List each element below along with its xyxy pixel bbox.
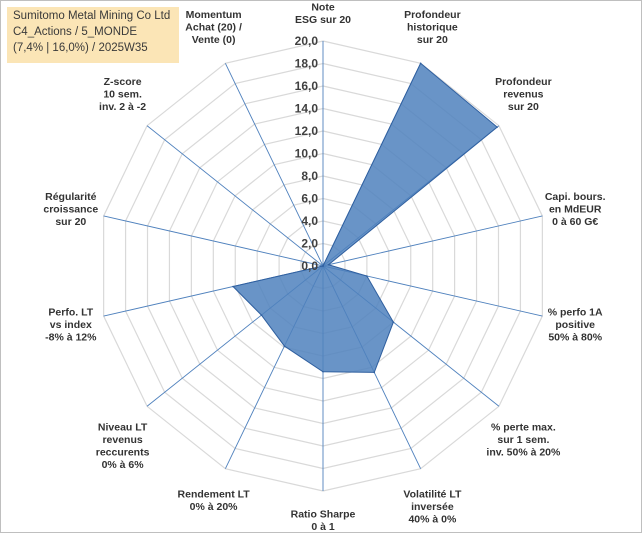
chart-title-line-3: (7,4% | 16,0%) / 2025W35	[13, 42, 148, 54]
tick-label: 0,0	[301, 259, 318, 273]
chart-title-line-1: Sumitomo Metal Mining Co Ltd	[13, 10, 171, 22]
axis-spoke	[224, 63, 324, 267]
axis-label: % perte max. sur 1 sem. inv. 50% à 20%	[486, 421, 561, 458]
axis-label: Capi. bours. en MdEUR 0 à 60 G€	[545, 191, 606, 228]
chart-title-box: Sumitomo Metal Mining Co Ltd C4_Actions …	[7, 7, 179, 63]
axis-label: Niveau LT revenus reccurents 0% à 6%	[96, 421, 150, 471]
axis-spoke	[322, 215, 543, 267]
axis-label: Rendement LT 0% à 20%	[178, 489, 251, 514]
tick-label: 16,0	[295, 79, 319, 93]
data-point	[392, 321, 395, 323]
data-point	[327, 263, 330, 266]
data-point	[366, 275, 368, 277]
tick-label: 2,0	[301, 237, 318, 251]
axis-label: Profondeur historique sur 20	[404, 9, 461, 46]
tick-label: 12,0	[295, 124, 319, 138]
axis-spoke	[103, 215, 324, 267]
axis-label: Note ESG sur 20	[295, 2, 351, 27]
data-point	[232, 285, 234, 288]
axis-label: Profondeur revenus sur 20	[495, 76, 552, 113]
data-point	[283, 345, 286, 347]
axis-spoke	[146, 125, 324, 267]
axis-label: Momentum Achat (20) / Vente (0)	[185, 9, 242, 46]
data-point	[373, 371, 376, 374]
axis-label: Volatilité LT inversée 40% à 0%	[403, 489, 462, 526]
tick-label: 4,0	[301, 214, 318, 228]
axis-label: % perfo 1A positive 50% à 80%	[548, 306, 603, 343]
series-area	[232, 62, 498, 373]
tick-label: 8,0	[301, 169, 318, 183]
tick-label: 14,0	[295, 102, 319, 116]
data-point	[260, 314, 263, 316]
axis-label: Z-score 10 sem. inv. 2 à -2	[99, 76, 146, 113]
tick-label: 10,0	[295, 147, 319, 161]
tick-label: 20,0	[295, 34, 319, 48]
axis-label: Régularité croissance sur 20	[43, 191, 98, 228]
tick-label: 6,0	[301, 192, 318, 206]
data-point	[496, 126, 498, 128]
axis-label: Perfo. LT vs index -8% à 12%	[45, 306, 97, 343]
chart-title-line-2: C4_Actions / 5_MONDE	[13, 26, 137, 38]
data-point	[419, 62, 422, 65]
axis-label: Ratio Sharpe 0 à 1	[291, 509, 356, 533]
data-point	[322, 265, 324, 267]
tick-label: 18,0	[295, 57, 319, 71]
data-point	[322, 370, 324, 373]
